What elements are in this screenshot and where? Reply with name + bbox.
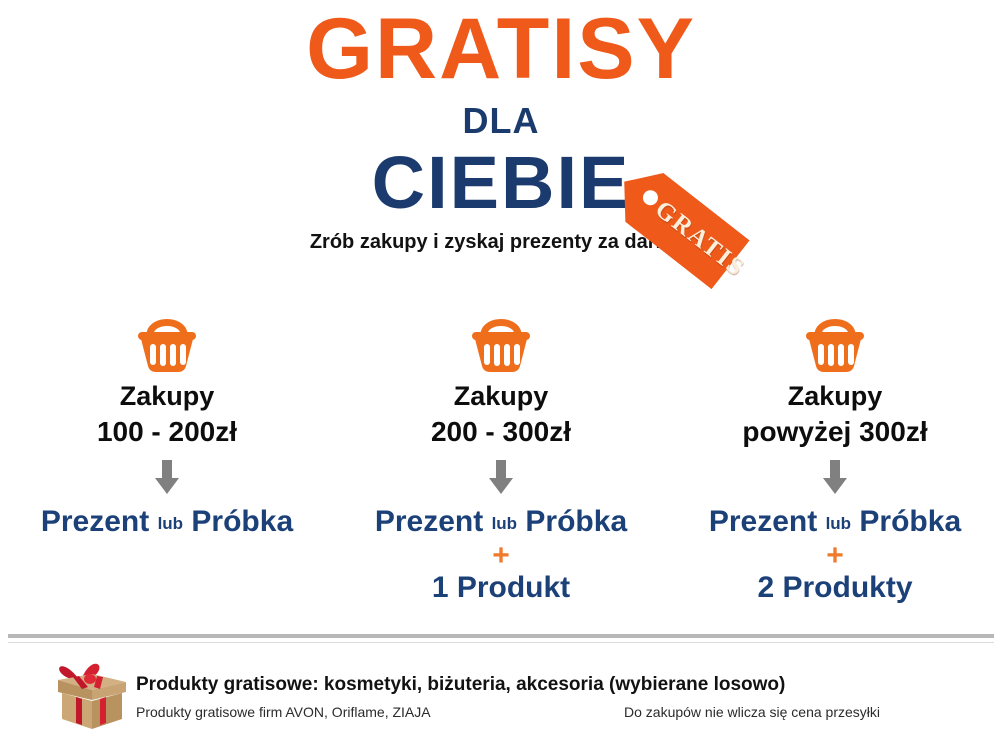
tier-columns: Zakupy 100 - 200zł Prezent lub Próbka [0, 306, 1002, 604]
down-arrow-icon [334, 449, 668, 505]
headline-block: GRATISY DLA CIEBIE Zrób zakupy i zyskaj … [0, 0, 1002, 254]
plus-icon: + [826, 538, 844, 572]
footer-note-shipping: Do zakupów nie wlicza się cena przesyłki [624, 704, 880, 720]
tier-reward: Prezent lub Próbka [668, 505, 1002, 538]
down-arrow-icon [0, 449, 334, 505]
tier-reward: Prezent lub Próbka [0, 505, 334, 538]
tier-label: Zakupy [787, 381, 883, 411]
tier-reward: Prezent lub Próbka [334, 505, 668, 538]
footer-note-brands: Produkty gratisowe firm AVON, Oriflame, … [136, 704, 431, 720]
reward-gift-label: Prezent [708, 504, 818, 538]
tier-bonus: 1 Produkt [431, 571, 571, 605]
tier-column: Zakupy 100 - 200zł Prezent lub Próbka [0, 306, 334, 604]
reward-sample-label: Próbka [859, 504, 962, 538]
tier-label: Zakupy [453, 381, 549, 411]
shopping-basket-icon [334, 306, 668, 380]
reward-conjunction: lub [825, 513, 852, 533]
title-connector: DLA [462, 99, 540, 141]
reward-sample-label: Próbka [525, 504, 628, 538]
tier-column: Zakupy powyżej 300zł Prezent lub Próbka … [668, 306, 1002, 604]
page-title-secondary: CIEBIE [371, 140, 631, 224]
reward-sample-label: Próbka [191, 504, 294, 538]
tier-bonus-spacer [0, 538, 334, 596]
tier-amount: 100 - 200zł [96, 415, 238, 447]
reward-conjunction: lub [157, 513, 184, 533]
tier-amount: 200 - 300zł [430, 415, 572, 447]
tier-bonus: 2 Produkty [757, 571, 913, 605]
reward-gift-label: Prezent [374, 504, 484, 538]
tier-label: Zakupy [119, 381, 215, 411]
shopping-basket-icon [0, 306, 334, 380]
footer: Produkty gratisowe: kosmetyki, biżuteria… [0, 652, 1002, 733]
page-title: GRATISY [306, 1, 696, 97]
plus-icon: + [492, 538, 510, 572]
shopping-basket-icon [668, 306, 1002, 380]
reward-conjunction: lub [491, 513, 518, 533]
reward-gift-label: Prezent [40, 504, 150, 538]
down-arrow-icon [668, 449, 1002, 505]
divider-secondary [8, 642, 994, 643]
gift-box-icon [48, 656, 132, 732]
divider [8, 634, 994, 638]
tier-column: Zakupy 200 - 300zł Prezent lub Próbka + … [334, 306, 668, 604]
footer-main-text: Produkty gratisowe: kosmetyki, biżuteria… [136, 674, 786, 695]
tagline: Zrób zakupy i zyskaj prezenty za darmo! [309, 231, 693, 254]
tier-amount: powyżej 300zł [742, 415, 928, 447]
